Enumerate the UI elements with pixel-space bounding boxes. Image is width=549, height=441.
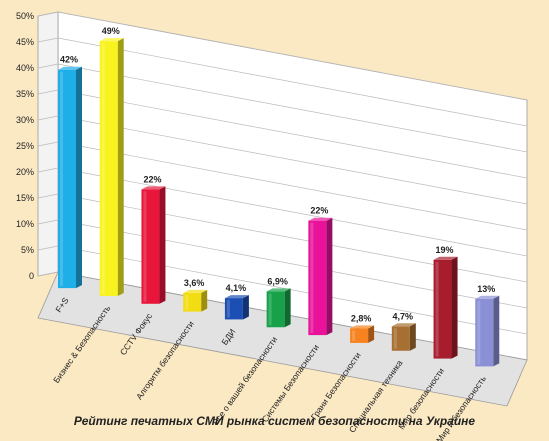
bar-highlight bbox=[60, 71, 63, 287]
bar-top bbox=[141, 186, 166, 190]
grid-line-side bbox=[37, 63, 59, 69]
grid-line-side bbox=[37, 219, 59, 225]
chart-title: Рейтинг печатных СМИ рынка систем безопа… bbox=[73, 414, 476, 428]
y-tick-label: 30% bbox=[16, 115, 34, 125]
bars bbox=[58, 38, 500, 367]
y-tick-label: 35% bbox=[16, 89, 34, 99]
grid-line bbox=[57, 89, 528, 179]
bar-side bbox=[451, 256, 458, 359]
bar-side bbox=[159, 186, 166, 304]
y-tick-label: 50% bbox=[16, 11, 34, 21]
grid-line bbox=[57, 11, 528, 101]
data-label: 4,1% bbox=[226, 283, 247, 293]
grid-line-side bbox=[37, 11, 59, 17]
grid-line-side bbox=[37, 193, 59, 199]
y-tick-label: 40% bbox=[16, 63, 34, 73]
bar-highlight bbox=[226, 300, 230, 318]
bar bbox=[99, 38, 124, 296]
bar-top bbox=[433, 256, 458, 260]
bar-side bbox=[117, 38, 124, 296]
bar bbox=[391, 323, 416, 351]
grid-line bbox=[57, 141, 528, 231]
bar-highlight bbox=[477, 300, 481, 365]
bar bbox=[350, 325, 375, 343]
data-label: 22% bbox=[310, 206, 328, 216]
bar-side bbox=[409, 323, 416, 351]
bar bbox=[475, 295, 500, 367]
grid-line-side bbox=[37, 37, 59, 43]
y-tick-label: 15% bbox=[16, 193, 34, 203]
bar-top bbox=[350, 325, 375, 329]
bar-highlight bbox=[185, 294, 189, 310]
data-label: 6,9% bbox=[267, 276, 288, 286]
bar-highlight bbox=[352, 330, 356, 341]
bar-highlight bbox=[101, 43, 105, 294]
grid-line-side bbox=[37, 115, 59, 121]
grid-line-side bbox=[37, 141, 59, 147]
grid-line bbox=[57, 115, 528, 205]
bar bbox=[308, 217, 333, 336]
bar-top bbox=[266, 288, 291, 292]
bar-top bbox=[224, 295, 249, 299]
data-label: 19% bbox=[436, 245, 454, 255]
data-label: 4,7% bbox=[393, 311, 414, 321]
bar-side bbox=[326, 217, 333, 336]
bar bbox=[266, 288, 291, 328]
data-label: 49% bbox=[102, 26, 120, 36]
bar-highlight bbox=[268, 293, 272, 326]
data-label: 3,6% bbox=[184, 278, 205, 288]
data-label: 13% bbox=[477, 284, 495, 294]
grid-line-side bbox=[37, 167, 59, 173]
bar-top bbox=[308, 217, 333, 221]
bar-top bbox=[475, 295, 500, 299]
grid-line bbox=[57, 63, 528, 153]
bar bbox=[58, 66, 82, 289]
y-tick-label: 0 bbox=[29, 271, 34, 281]
bar bbox=[141, 186, 166, 304]
data-label: 22% bbox=[143, 174, 161, 184]
bar-highlight bbox=[393, 328, 397, 349]
grid-line-side bbox=[37, 271, 59, 277]
bar-side bbox=[493, 295, 500, 367]
bar-side bbox=[76, 66, 82, 289]
y-tick-label: 20% bbox=[16, 167, 34, 177]
bar-side bbox=[368, 325, 375, 343]
bar-top bbox=[58, 66, 82, 70]
y-tick-label: 10% bbox=[16, 219, 34, 229]
bar-highlight bbox=[435, 261, 439, 357]
bar bbox=[433, 256, 458, 359]
grid-line bbox=[57, 167, 528, 257]
grid-line-side bbox=[37, 245, 59, 251]
y-tick-label: 25% bbox=[16, 141, 34, 151]
bar bbox=[224, 295, 249, 320]
data-label: 2,8% bbox=[351, 313, 372, 323]
bar-top bbox=[391, 323, 416, 327]
bar-top bbox=[99, 38, 124, 42]
bar-side bbox=[284, 288, 291, 328]
y-tick-label: 5% bbox=[21, 245, 34, 255]
grid-line-side bbox=[37, 89, 59, 95]
data-label: 42% bbox=[60, 55, 78, 65]
bar-side bbox=[201, 289, 208, 312]
bar-side bbox=[242, 295, 249, 320]
y-tick-label: 45% bbox=[16, 37, 34, 47]
bar bbox=[183, 289, 208, 312]
grid-line bbox=[57, 37, 528, 127]
bar-highlight bbox=[143, 191, 147, 302]
bar-highlight bbox=[310, 222, 314, 334]
bar-top bbox=[183, 289, 208, 293]
